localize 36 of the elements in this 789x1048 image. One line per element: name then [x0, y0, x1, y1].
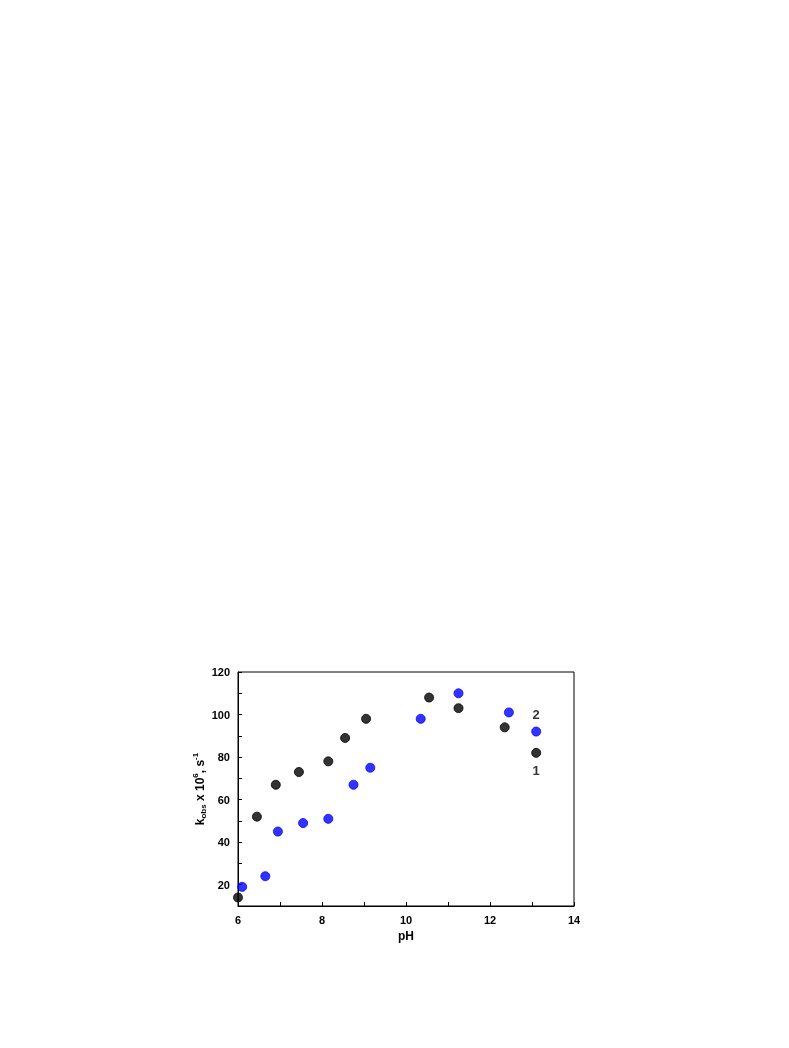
- y-tick-label: 40: [217, 836, 230, 849]
- point: [365, 762, 376, 773]
- point: [272, 826, 283, 837]
- point: [340, 732, 351, 743]
- point: [531, 747, 542, 758]
- point: [424, 692, 435, 703]
- point: [323, 813, 334, 824]
- series-label: 1: [532, 762, 540, 778]
- point: [361, 713, 372, 724]
- x-axis-title: pH: [398, 929, 414, 943]
- series-label: 2: [532, 706, 540, 722]
- x-tick-label: 8: [318, 913, 326, 926]
- point: [323, 756, 334, 767]
- point: [233, 892, 243, 903]
- point: [348, 779, 359, 790]
- point: [260, 871, 271, 882]
- point: [293, 766, 304, 777]
- point: [237, 881, 248, 892]
- point: [453, 703, 464, 714]
- point: [298, 818, 309, 829]
- point: [453, 688, 464, 699]
- y-tick-label: 60: [217, 793, 230, 806]
- x-tick-label: 14: [567, 913, 581, 926]
- x-tick-label: 12: [483, 913, 497, 926]
- y-tick-label: 100: [211, 708, 230, 721]
- point: [415, 713, 426, 724]
- x-tick-label: 6: [234, 913, 242, 926]
- point: [503, 707, 514, 718]
- point: [499, 722, 510, 733]
- x-tick-label: 10: [399, 913, 413, 926]
- y-tick-label: 20: [217, 878, 230, 891]
- point: [270, 779, 281, 790]
- y-tick-label: 120: [211, 666, 230, 678]
- point: [531, 726, 542, 737]
- y-tick-label: 80: [217, 751, 230, 764]
- point: [251, 811, 262, 822]
